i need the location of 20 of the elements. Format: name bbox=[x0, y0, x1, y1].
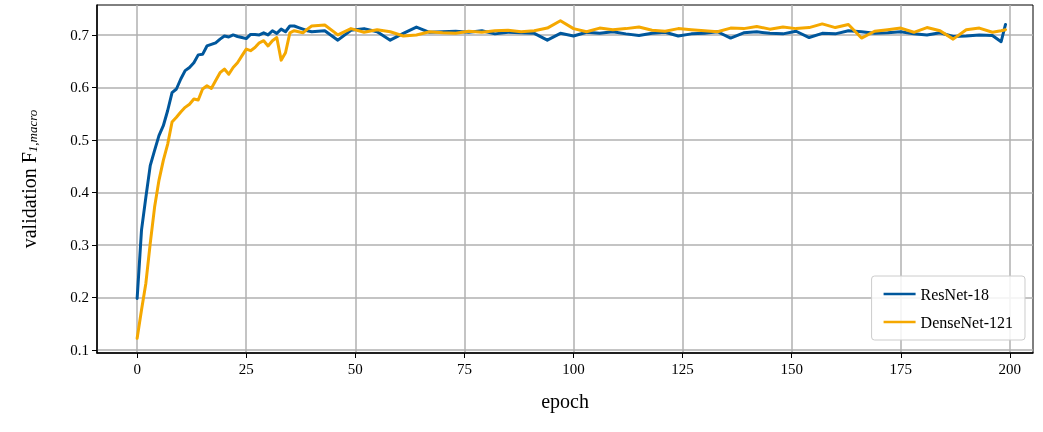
y-tick-label: 0.5 bbox=[70, 131, 89, 148]
y-axis-title: validation F1,macro bbox=[17, 109, 40, 249]
x-tick-label: 75 bbox=[456, 360, 472, 377]
y-tick-label: 0.4 bbox=[70, 184, 90, 201]
x-tick-label: 200 bbox=[998, 360, 1022, 377]
y-tick-label: 0.1 bbox=[70, 341, 89, 358]
y-tick-label: 0.7 bbox=[70, 26, 90, 43]
x-tick-label: 0 bbox=[133, 360, 141, 377]
x-tick-label: 175 bbox=[889, 360, 913, 377]
y-tick-label: 0.6 bbox=[70, 79, 90, 96]
legend-label: ResNet-18 bbox=[920, 285, 990, 303]
x-tick-label: 50 bbox=[347, 360, 363, 377]
x-tick-label: 150 bbox=[780, 360, 803, 377]
x-tick-label: 100 bbox=[562, 360, 585, 377]
x-tick-label: 25 bbox=[238, 360, 254, 377]
x-tick-label: 125 bbox=[671, 360, 694, 377]
y-tick-label: 0.3 bbox=[70, 236, 89, 253]
x-axis-title: epoch bbox=[541, 390, 589, 413]
legend-label: DenseNet-121 bbox=[920, 313, 1014, 331]
y-tick-label: 0.2 bbox=[70, 289, 89, 306]
